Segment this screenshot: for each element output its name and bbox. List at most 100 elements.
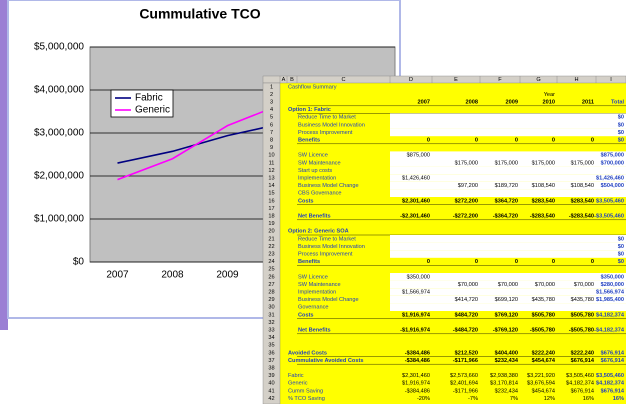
- cell-value: -$384,486: [405, 358, 430, 364]
- row-number: 14: [268, 183, 274, 189]
- cell-value: $2,938,380: [490, 373, 518, 379]
- cell-value: $4,182,374: [596, 312, 625, 318]
- row-label: Costs: [298, 312, 314, 318]
- row-number: 38: [268, 365, 274, 371]
- cell-value: $875,000: [601, 153, 624, 159]
- cell-value: $505,780: [532, 312, 555, 318]
- cell-value: $769,120: [495, 312, 518, 318]
- column-header: C: [341, 77, 345, 83]
- cell-value: -$769,120: [493, 327, 518, 333]
- cell-value: $280,000: [601, 282, 624, 288]
- row-number: 40: [268, 381, 274, 387]
- row-number: 26: [268, 274, 274, 280]
- cell-value: $1,916,974: [402, 312, 431, 318]
- cell-value: Total: [611, 99, 624, 105]
- row-label: Benefits: [298, 259, 320, 265]
- row-label: Avoided Costs: [288, 350, 327, 356]
- row-label: SW Maintenance: [298, 160, 341, 166]
- row-number: 42: [268, 396, 274, 402]
- input-area: [390, 295, 626, 304]
- cell-value: -$484,720: [453, 327, 478, 333]
- row-number: 37: [268, 358, 274, 364]
- cell-value: -$364,720: [493, 213, 518, 219]
- cell-value: 2010: [543, 99, 555, 105]
- row-label: Net Benefits: [298, 327, 331, 333]
- cell-value: $0: [618, 122, 624, 128]
- legend-label: Fabric: [135, 93, 163, 104]
- y-tick-label: $2,000,000: [34, 171, 84, 182]
- column-header: E: [454, 77, 458, 83]
- row-number: 24: [268, 259, 274, 265]
- cell-value: -$171,966: [453, 358, 478, 364]
- cell-value: $435,780: [532, 297, 555, 303]
- row-number: 39: [268, 373, 274, 379]
- row-number: 2: [270, 92, 273, 98]
- cell-value: -$283,540: [530, 213, 555, 219]
- cell-value: $676,914: [601, 388, 625, 394]
- row-number: 41: [268, 388, 274, 394]
- cell-value: $1,916,974: [402, 381, 430, 387]
- cell-value: $414,720: [455, 297, 478, 303]
- cell-value: $70,000: [498, 282, 518, 288]
- cell-value: $97,200: [458, 183, 478, 189]
- x-tick-label: 2009: [216, 270, 239, 281]
- column-header: H: [574, 77, 578, 83]
- cell-value: -$384,486: [405, 388, 430, 394]
- cell-value: $222,240: [571, 350, 594, 356]
- input-area: [390, 280, 626, 289]
- cell-value: $70,000: [574, 282, 594, 288]
- cell-value: $0: [618, 259, 624, 265]
- cell-value: -7%: [468, 396, 478, 402]
- cell-value: $189,720: [495, 183, 518, 189]
- cell-value: $0: [618, 115, 624, 121]
- row-number: 8: [270, 137, 273, 143]
- cell-value: $350,000: [601, 274, 624, 280]
- cell-value: $3,505,460: [596, 373, 624, 379]
- row-number: 7: [270, 130, 273, 136]
- cell-value: 0: [427, 137, 430, 143]
- row-number: 3: [270, 99, 273, 105]
- row-number: 30: [268, 305, 274, 311]
- row-label: Cashflow Summary: [288, 84, 337, 90]
- y-tick-label: $3,000,000: [34, 128, 84, 139]
- row-label: Costs: [298, 198, 314, 204]
- row-number: 5: [270, 115, 273, 121]
- cell-value: $676,914: [601, 358, 625, 364]
- row-label: Process Improvement: [298, 251, 353, 257]
- cell-value: $505,780: [571, 312, 594, 318]
- input-area: [390, 151, 626, 159]
- row-number: 15: [268, 191, 274, 197]
- cell-value: 2011: [582, 99, 594, 105]
- x-tick-label: 2008: [161, 270, 184, 281]
- cell-value: 2008: [466, 99, 478, 105]
- cell-value: 7%: [510, 396, 518, 402]
- row-number: 32: [268, 320, 274, 326]
- cell-value: -$4,182,374: [594, 327, 625, 333]
- cell-value: $2,573,660: [450, 373, 478, 379]
- input-area: [390, 303, 626, 311]
- cell-value: $350,000: [407, 274, 430, 280]
- cell-value: $3,505,460: [566, 373, 594, 379]
- row-number: 35: [268, 343, 274, 349]
- row-label: CBS Governance: [298, 191, 342, 197]
- cell-value: $404,400: [495, 350, 518, 356]
- cell-value: $4,182,374: [596, 381, 625, 387]
- row-label: Reduce Time to Market: [298, 115, 356, 121]
- row-number: 12: [268, 168, 274, 174]
- cell-value: $4,182,374: [566, 381, 594, 387]
- cell-value: $283,540: [571, 198, 594, 204]
- cell-value: $222,240: [532, 350, 555, 356]
- cell-value: -$171,966: [453, 388, 478, 394]
- cell-value: -20%: [417, 396, 430, 402]
- cell-value: $1,426,460: [596, 175, 624, 181]
- row-label: Benefits: [298, 137, 320, 143]
- cell-value: -$505,780: [569, 327, 594, 333]
- row-number: 23: [268, 251, 274, 257]
- cell-value: $3,505,460: [596, 198, 624, 204]
- row-label: Governance: [298, 305, 328, 311]
- row-label: Business Model Change: [298, 297, 359, 303]
- row-number: 27: [268, 282, 274, 288]
- column-header: D: [409, 77, 413, 83]
- row-number: 4: [270, 107, 273, 113]
- cell-value: 0: [591, 137, 594, 143]
